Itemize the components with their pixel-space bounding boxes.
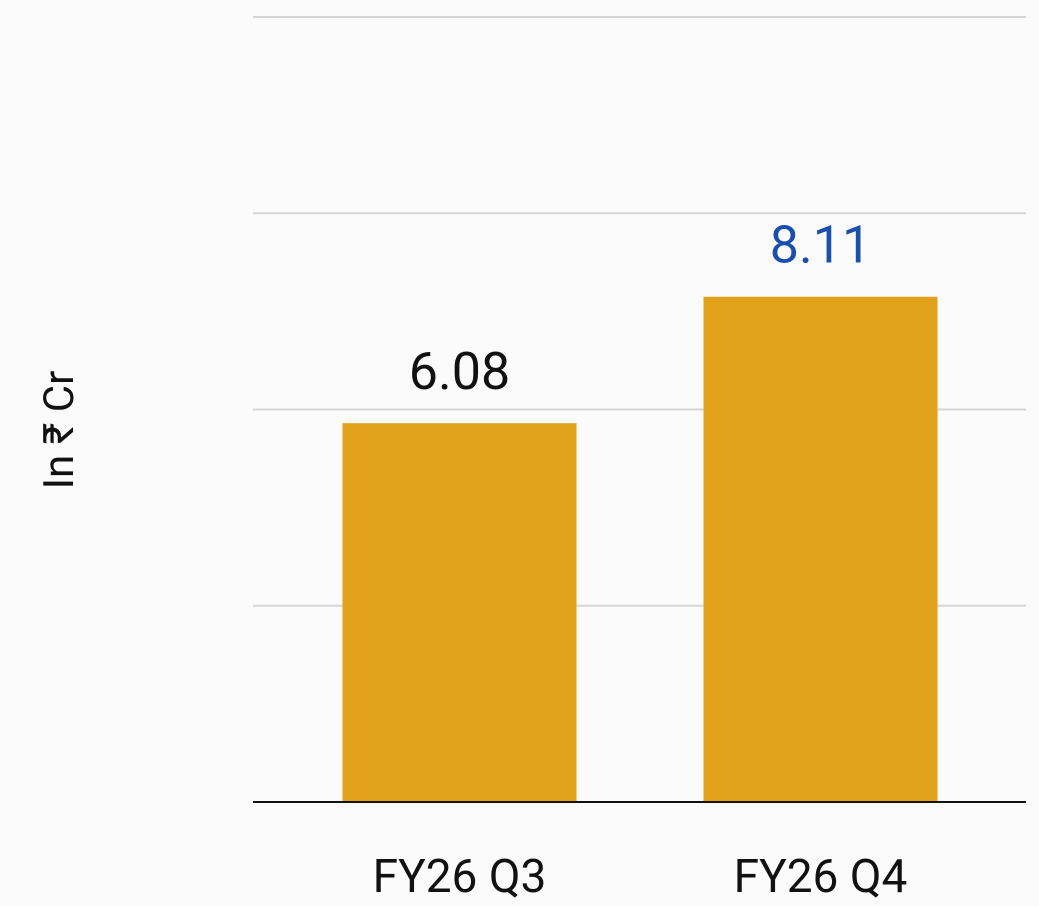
x-tick-label: FY26 Q4: [734, 850, 908, 904]
y-axis-label: In ₹ Cr: [35, 371, 84, 490]
value-label: 8.11: [770, 214, 871, 275]
value-label: 6.08: [409, 341, 510, 402]
bar: [342, 423, 577, 802]
bar: [703, 296, 938, 802]
x-tick-label: FY26 Q3: [373, 850, 547, 904]
